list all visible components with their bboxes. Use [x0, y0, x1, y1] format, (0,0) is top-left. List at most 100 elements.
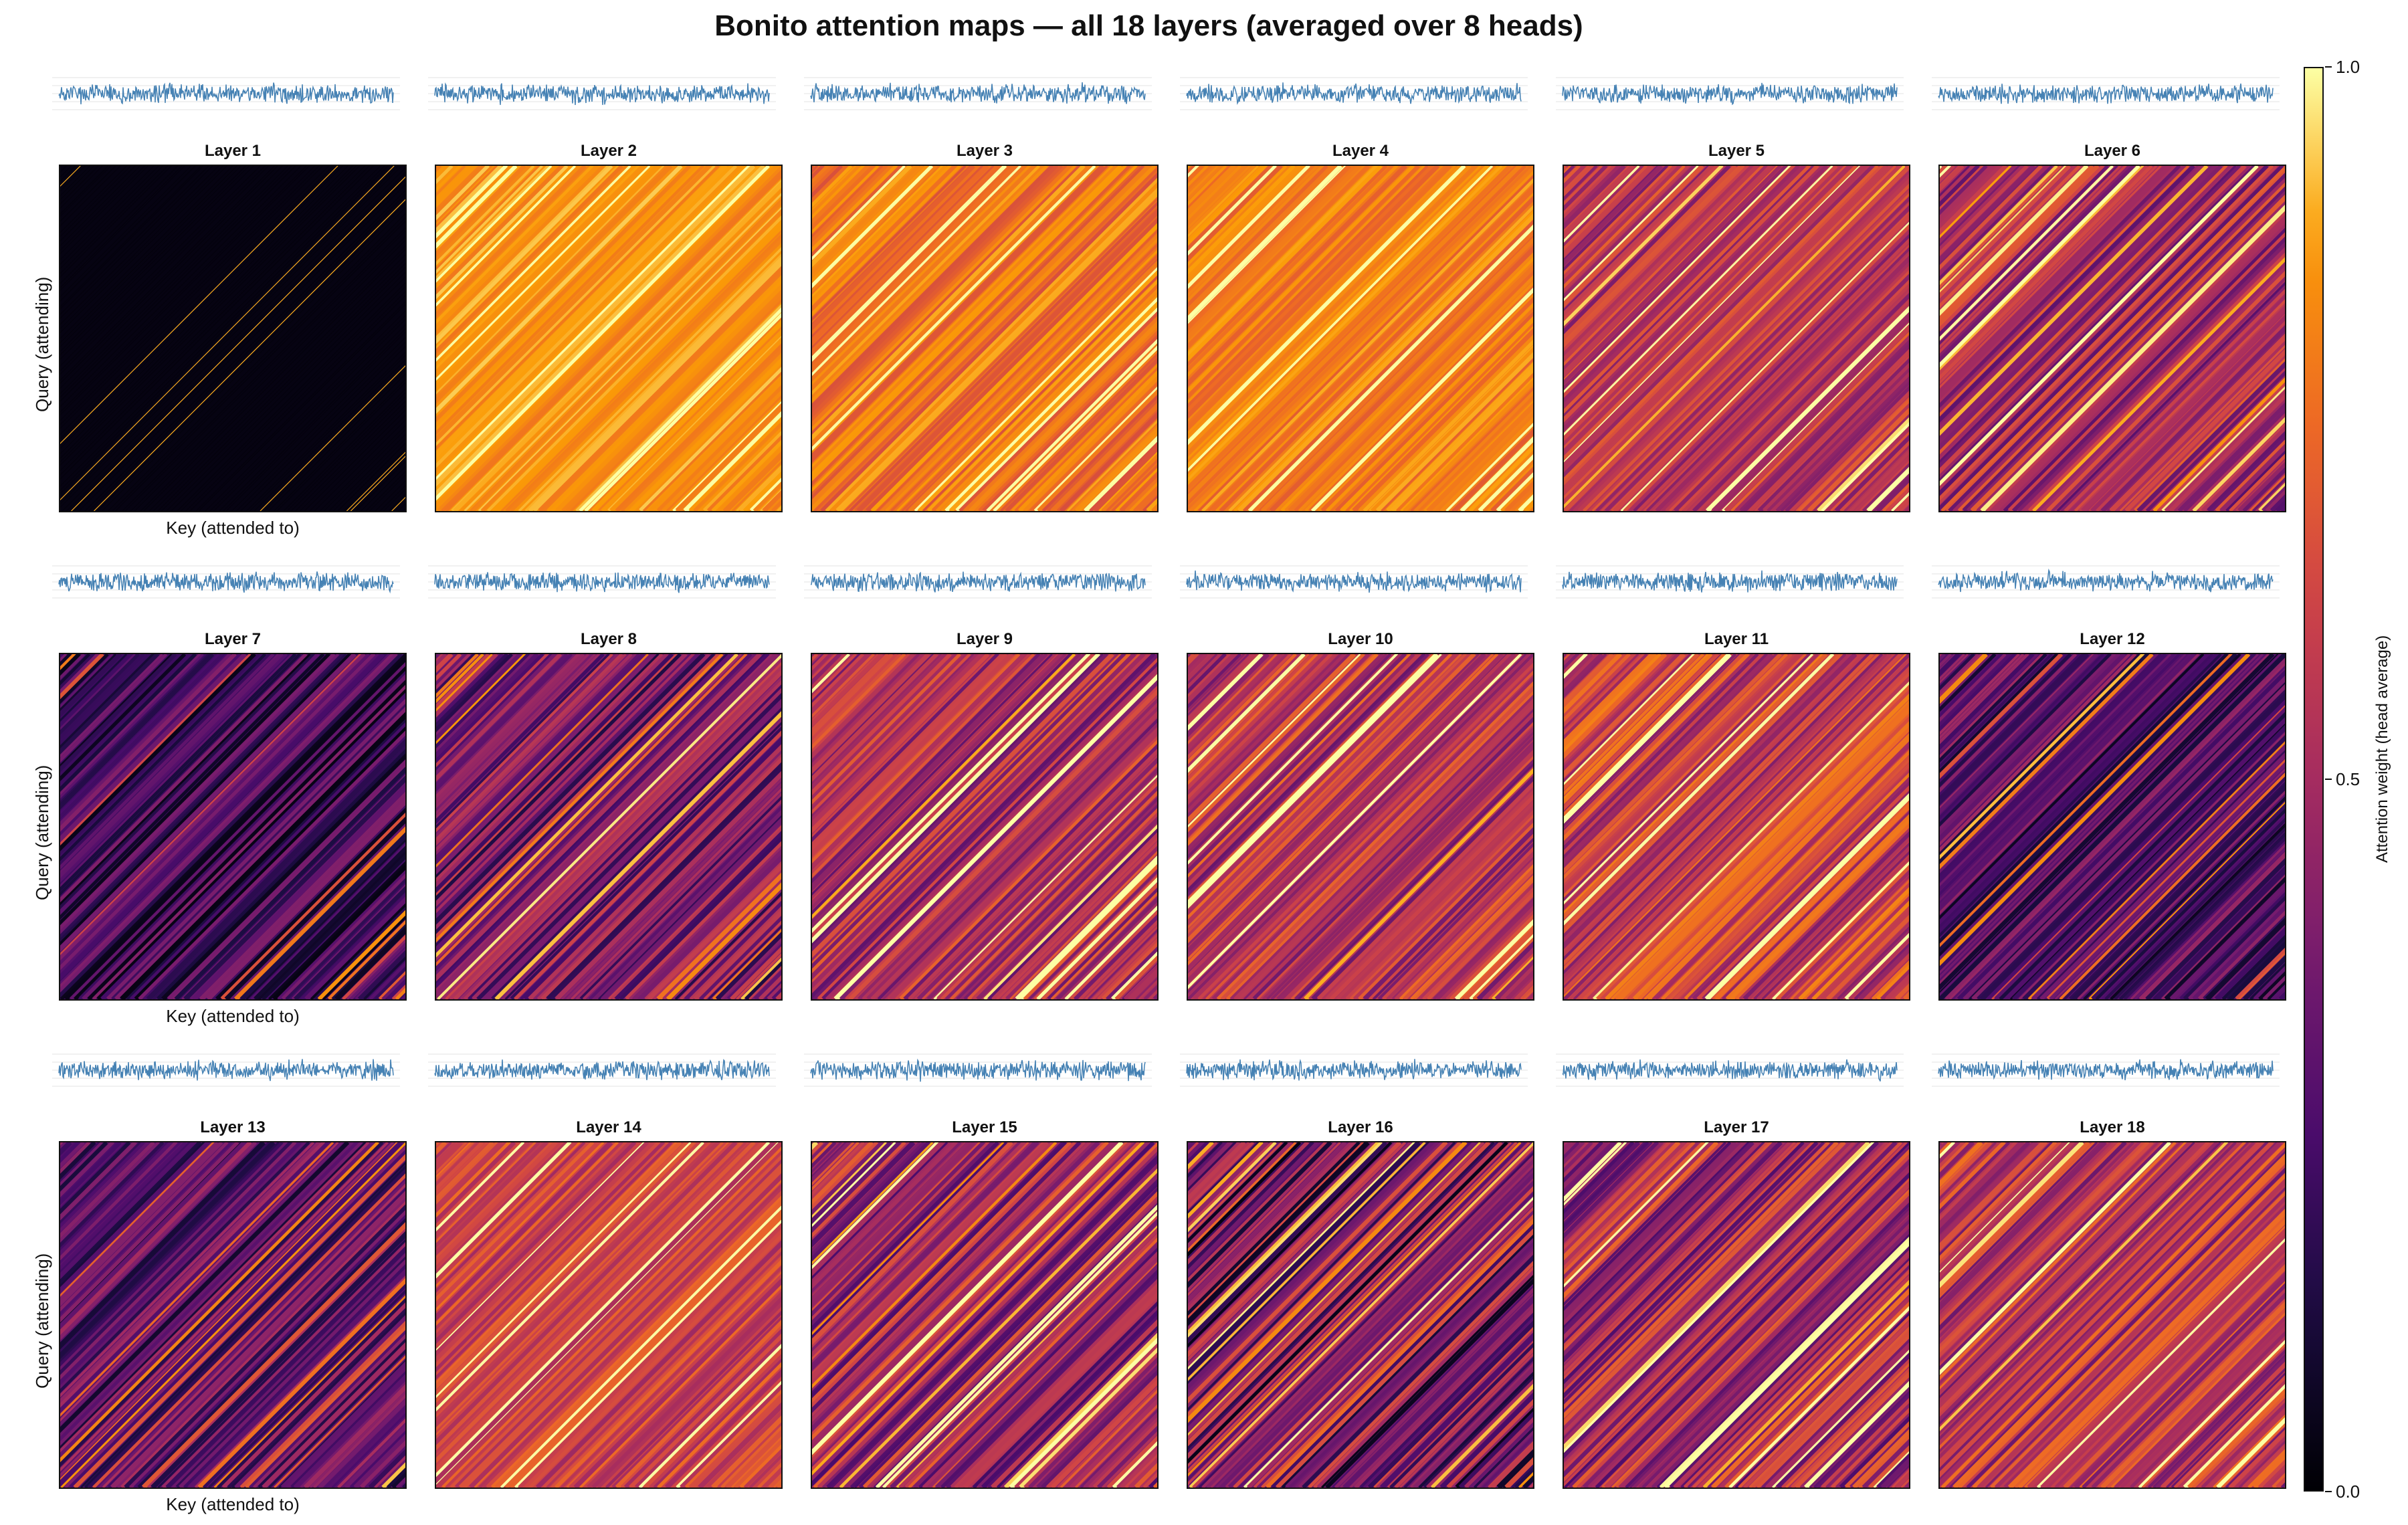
attention-stripe	[1940, 654, 2241, 956]
attention-stripe	[1687, 1265, 1909, 1488]
attention-stripe	[202, 1284, 405, 1488]
attention-stripe	[328, 434, 405, 511]
attention-stripe	[60, 654, 266, 861]
attention-stripe	[1070, 910, 1157, 999]
attention-stripe	[2004, 718, 2285, 999]
attention-stripe	[482, 1187, 781, 1488]
attention-stripe	[60, 1142, 339, 1422]
attention-stripe	[224, 817, 405, 999]
attention-stripe	[812, 654, 1044, 887]
attention-stripe	[188, 1268, 405, 1488]
attention-stripe	[1940, 654, 2140, 855]
attention-stripe	[2064, 288, 2285, 511]
attention-stripe	[436, 166, 665, 395]
attention-stripe	[1564, 1142, 1833, 1413]
x-axis-label: Key (attended to)	[166, 518, 300, 538]
attention-stripe	[2011, 236, 2285, 511]
attention-stripe	[2130, 355, 2285, 511]
attention-stripe	[436, 166, 613, 344]
attention-stripe	[1451, 428, 1533, 511]
attention-stripe	[1000, 1330, 1157, 1488]
attention-stripe	[436, 1142, 732, 1440]
attention-stripe	[2007, 1209, 2285, 1488]
attention-stripe	[1655, 256, 1909, 511]
attention-stripe	[812, 654, 898, 742]
attention-stripe	[2091, 1292, 2285, 1488]
attention-stripe	[1372, 837, 1533, 999]
attention-stripe	[688, 1393, 781, 1488]
attention-stripe	[1633, 233, 1909, 511]
attention-stripe	[1940, 166, 2077, 304]
attention-stripe	[1813, 1390, 1909, 1488]
attention-stripe	[2176, 889, 2285, 999]
attention-stripe	[1564, 654, 1637, 728]
attention-stripe	[1656, 1233, 1909, 1488]
attention-stripe	[1188, 654, 1435, 902]
attention-stripe	[1564, 654, 1908, 999]
attention-stripe	[2083, 796, 2285, 999]
attention-stripe	[812, 654, 957, 801]
attention-stripe	[2129, 1331, 2285, 1488]
attention-stripe	[1188, 654, 1399, 867]
attention-stripe	[436, 166, 716, 446]
attention-stripe	[436, 1142, 697, 1405]
attention-stripe	[1564, 1142, 1750, 1330]
attention-stripe	[1940, 654, 2161, 877]
attention-stripe	[1188, 654, 1366, 833]
attention-stripe	[1940, 166, 2008, 235]
attention-stripe	[1474, 1427, 1533, 1488]
attention-stripe	[1940, 654, 2031, 746]
attention-stripe	[672, 401, 781, 511]
attention-stripe	[1188, 1142, 1530, 1486]
attention-stripe	[436, 1142, 776, 1484]
attention-stripe	[74, 666, 405, 999]
attention-stripe	[1564, 1142, 1714, 1294]
attention-stripe	[1940, 654, 2233, 949]
attention-stripe	[60, 1142, 165, 1248]
attention-stripe	[2192, 1394, 2285, 1488]
attention-stripe	[217, 1298, 405, 1488]
attention-stripe	[1940, 654, 2082, 797]
attention-stripe	[97, 203, 405, 511]
x-axis-label: Key (attended to)	[166, 1494, 300, 1514]
attention-stripe	[60, 166, 348, 455]
attention-stripe	[812, 654, 985, 829]
attention-stripe	[258, 1338, 405, 1488]
attention-stripe	[60, 654, 215, 810]
attention-stripe	[1188, 166, 1278, 257]
attention-stripe	[290, 396, 405, 511]
attention-stripe	[436, 166, 668, 398]
attention-stripe	[60, 1142, 289, 1372]
attention-stripe	[870, 711, 1157, 999]
attention-stripe	[1963, 676, 2285, 999]
attention-stripe	[1400, 377, 1533, 511]
attention-stripe	[1940, 654, 2251, 967]
attention-stripe	[1698, 299, 1909, 511]
attention-stripe	[2079, 1281, 2285, 1488]
attention-stripe	[1468, 444, 1533, 511]
attention-stripe	[436, 166, 679, 410]
attention-stripe	[1587, 1164, 1909, 1488]
attention-stripe	[2171, 1372, 2285, 1488]
attention-stripe	[1564, 166, 1697, 301]
attention-stripe	[1188, 1142, 1251, 1206]
attention-stripe	[1061, 902, 1157, 999]
attention-stripe	[620, 1325, 781, 1488]
attention-stripe	[812, 1142, 944, 1276]
attention-stripe	[60, 1142, 131, 1215]
attention-stripe	[1288, 1241, 1533, 1488]
attention-stripe	[1564, 1142, 1866, 1447]
attention-stripe	[436, 166, 728, 460]
attention-stripe	[436, 166, 631, 362]
attention-stripe	[711, 439, 781, 511]
attention-stripe	[60, 1142, 403, 1487]
attention-stripe	[2059, 772, 2285, 999]
attention-stripe	[1564, 166, 1746, 350]
attention-stripe	[2157, 382, 2285, 511]
attention-stripe	[1564, 166, 1714, 318]
attention-stripe	[866, 706, 1157, 999]
attention-stripe	[60, 166, 155, 260]
attention-stripe	[152, 745, 405, 999]
attention-stripe	[171, 1253, 405, 1488]
attention-stripe	[812, 654, 876, 718]
